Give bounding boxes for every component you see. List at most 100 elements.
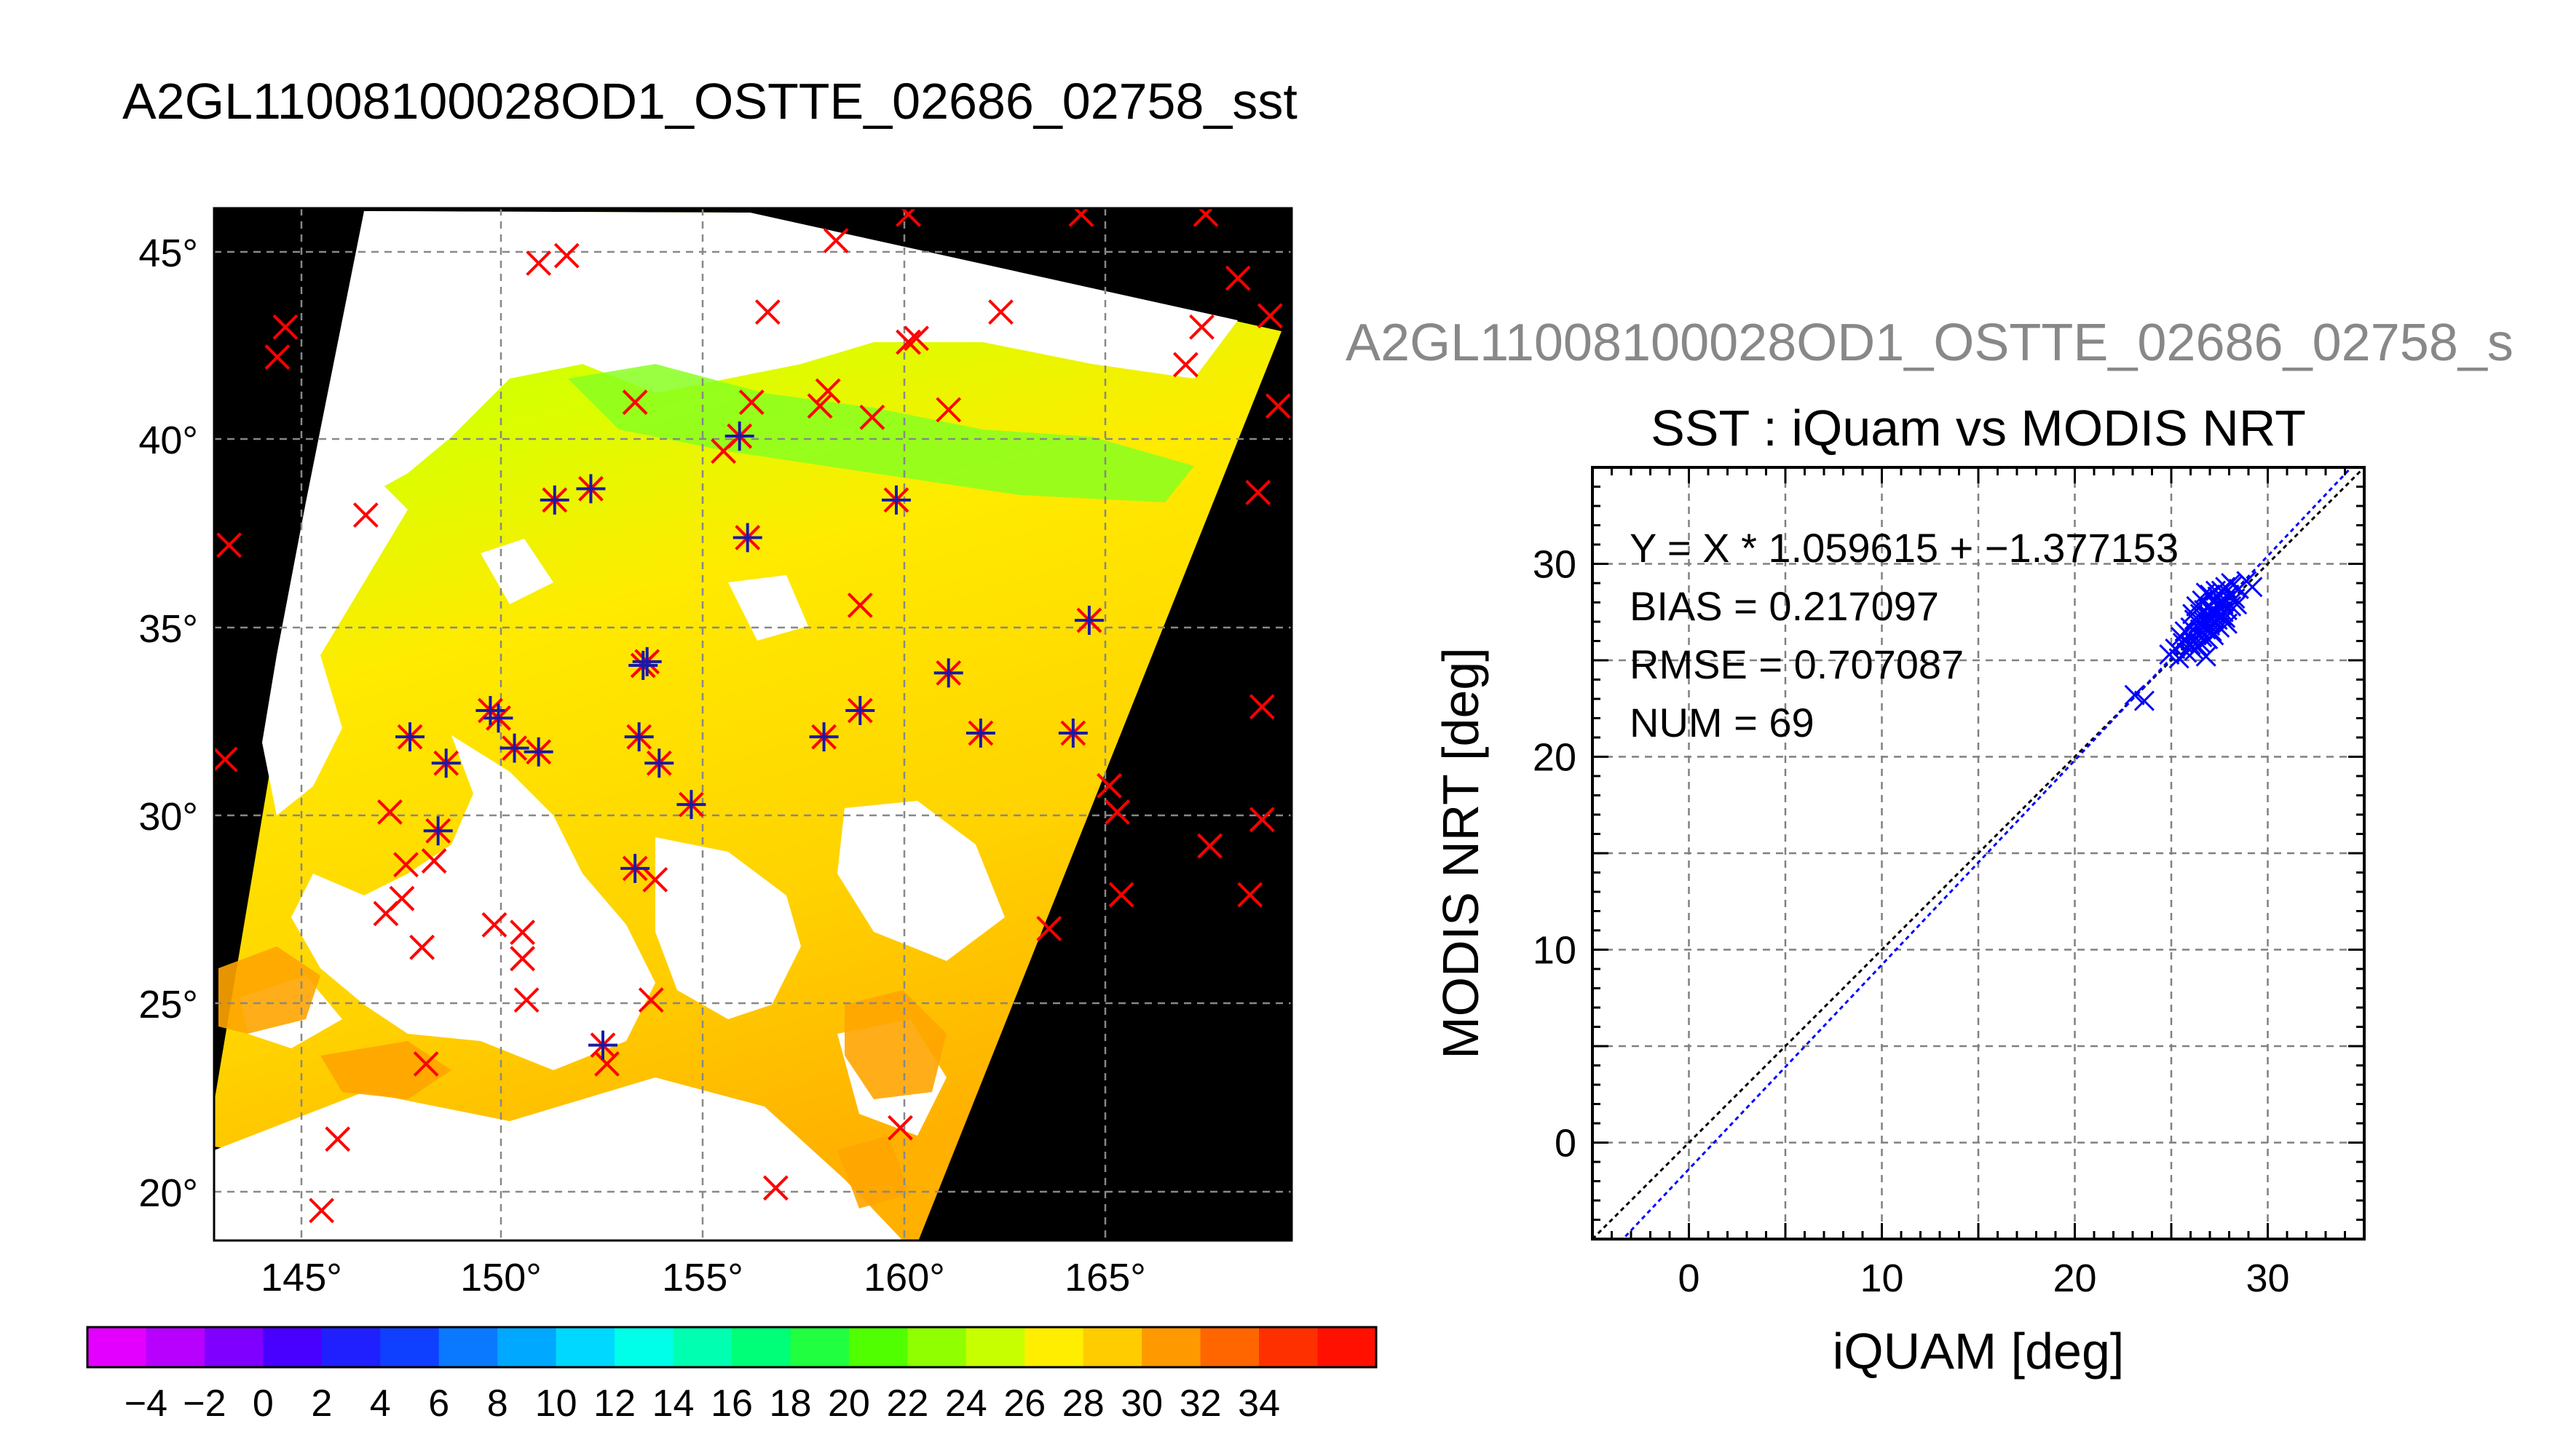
plot-ticks	[1591, 466, 2366, 1241]
matchup-marker	[724, 422, 754, 451]
y-tick-label: 10	[1533, 929, 1576, 973]
colorbar-cell	[615, 1327, 674, 1367]
rmse-value: RMSE = 0.707087	[1630, 641, 1964, 687]
insitu-marker	[1097, 772, 1122, 799]
lon-tick-label: 165°	[1065, 1256, 1146, 1299]
matchup-marker	[620, 853, 650, 883]
insitu-marker	[888, 1115, 913, 1141]
insitu-marker	[481, 911, 508, 938]
matchup-marker	[499, 733, 529, 763]
colorbar-cell	[965, 1327, 1025, 1367]
insitu-marker	[859, 404, 885, 430]
insitu-marker	[1036, 916, 1062, 941]
colorbar-cell	[1259, 1327, 1319, 1367]
colorbar-tick-label: 20	[828, 1382, 870, 1425]
insitu-marker	[1193, 208, 1219, 227]
scatter-point	[2133, 690, 2155, 711]
matchup-marker	[965, 718, 995, 748]
colorbar-tick-label: 8	[487, 1382, 508, 1425]
colorbar-cell	[556, 1327, 615, 1367]
colorbar-tick-label: −4	[125, 1382, 167, 1425]
insitu-marker	[409, 934, 435, 960]
insitu-marker	[1105, 799, 1130, 825]
scatter-point	[2180, 634, 2201, 655]
matchup-marker	[628, 651, 658, 681]
insitu-marker	[264, 344, 291, 371]
colorbar-cell	[263, 1327, 323, 1367]
insitu-marker	[325, 1126, 351, 1152]
matchup-marker-layer	[395, 422, 1104, 1060]
bias-value: BIAS = 0.217097	[1630, 583, 1939, 629]
colorbar-frame	[86, 1326, 1378, 1369]
colorbar-tick-label: 6	[428, 1382, 449, 1425]
colorbar-tick-label: 10	[535, 1382, 577, 1425]
scatter-point	[2211, 590, 2232, 611]
matchup-marker	[644, 748, 674, 778]
identity-line	[1592, 467, 2364, 1239]
insitu-marker	[988, 299, 1014, 325]
colorbar-tick-label: 18	[770, 1382, 812, 1425]
matchup-marker	[1058, 718, 1088, 748]
colorbar-cell	[1200, 1327, 1260, 1367]
insitu-marker	[393, 852, 419, 878]
insitu-marker	[823, 228, 849, 253]
insitu-marker	[762, 1175, 789, 1201]
insitu-marker	[214, 746, 238, 772]
colorbar-cell	[146, 1327, 205, 1367]
colorbar-cell	[732, 1327, 791, 1367]
scatter-point	[2189, 619, 2211, 640]
insitu-marker	[594, 1051, 620, 1077]
insitu-marker	[896, 208, 921, 227]
insitu-marker	[754, 299, 781, 325]
matchup-marker	[483, 703, 513, 733]
colorbar-cell	[848, 1327, 908, 1367]
matchup-marker	[845, 696, 875, 726]
insitu-marker	[1068, 208, 1094, 227]
colorbar-cell	[907, 1327, 967, 1367]
insitu-marker	[1249, 694, 1275, 720]
x-axis-label: iQUAM [deg]	[1833, 1323, 2125, 1380]
insitu-marker	[1265, 393, 1291, 419]
insitu-marker	[1172, 352, 1198, 378]
scatter-point	[2203, 625, 2224, 646]
insitu-marker	[1197, 833, 1223, 859]
matchup-marker	[933, 658, 963, 688]
colorbar-labels: −4 −2 0 2 4 6 8 10 12 14 16 18 20 22 24 26 28 30 32 34	[125, 1382, 1280, 1425]
matchup-marker	[676, 790, 706, 820]
x-tick-label: 20	[2053, 1257, 2096, 1300]
colorbar-tick-label: 32	[1180, 1382, 1222, 1425]
insitu-marker	[216, 532, 242, 558]
scatter-plot: 0 10 20 30 0 10 20 30 Y = X * 1.059615 + −1.377…	[1432, 466, 2366, 1380]
insitu-marker	[377, 799, 403, 825]
y-tick-label: 30	[1533, 543, 1576, 587]
x-tick-label: 30	[2246, 1257, 2289, 1300]
lat-tick-labels: 45° 40° 35° 30° 25° 20°	[138, 232, 198, 1215]
scatter-point	[2188, 636, 2209, 657]
stats-annotations: Y = X * 1.059615 + −1.377153 BIAS = 0.21…	[1630, 525, 2179, 745]
colorbar-tick-label: 30	[1121, 1382, 1163, 1425]
matchup-marker	[576, 474, 606, 504]
y-tick-label: 0	[1555, 1122, 1576, 1166]
matchup-marker	[423, 816, 453, 846]
plot-grid	[1592, 467, 2364, 1239]
y-tick-label: 20	[1533, 736, 1576, 780]
lat-tick-label: 25°	[138, 983, 198, 1026]
lat-tick-label: 40°	[138, 419, 198, 462]
matchup-marker	[624, 722, 654, 752]
colorbar-cell	[204, 1327, 264, 1367]
scatter-point	[2199, 611, 2221, 633]
insitu-marker	[513, 987, 540, 1013]
colorbar-tick-label: 16	[711, 1382, 753, 1425]
colorbar-tick-label: 4	[370, 1382, 391, 1425]
plot-tick-labels: 0 10 20 30 0 10 20 30	[1533, 543, 2290, 1301]
fit-line	[1621, 467, 2353, 1239]
insitu-marker	[936, 397, 962, 423]
insitu-marker	[352, 502, 379, 528]
insitu-marker	[373, 901, 399, 927]
insitu-marker	[421, 848, 447, 874]
colorbar-tick-label: 2	[311, 1382, 332, 1425]
insitu-marker	[1108, 882, 1134, 908]
insitu-marker	[413, 1051, 439, 1077]
matchup-marker	[732, 523, 762, 553]
